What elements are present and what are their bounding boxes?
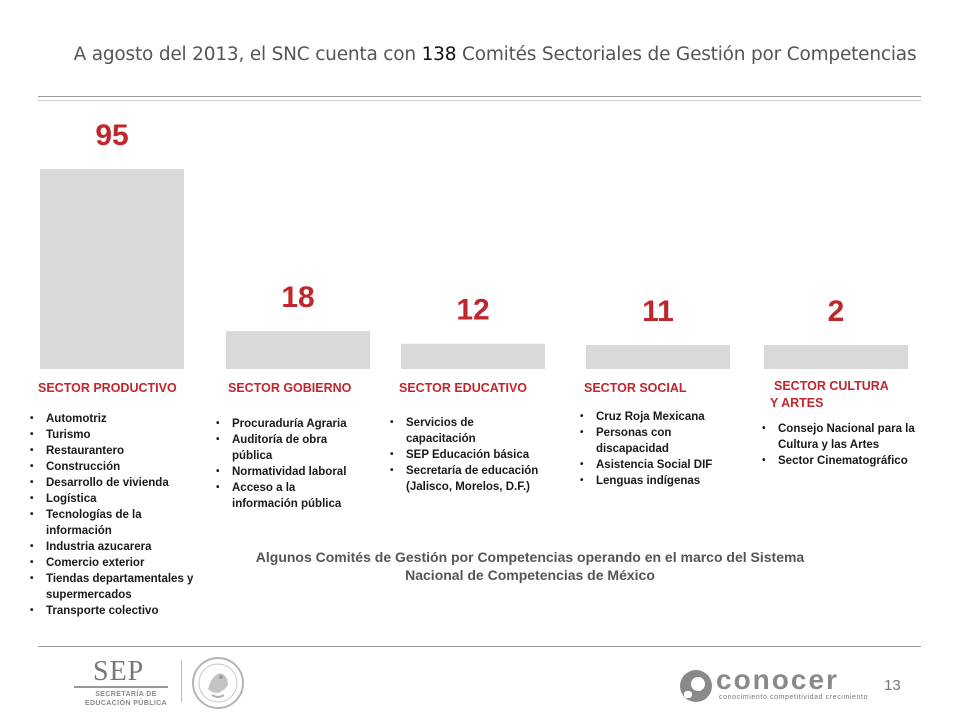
- sector-items-productivo: Automotriz Turismo Restaurantero Constru…: [30, 411, 210, 619]
- list-item: Desarrollo de vivienda: [30, 475, 210, 491]
- slide-title: A agosto del 2013, el SNC cuenta con 138…: [0, 44, 960, 65]
- list-item: SEP Educación básica: [390, 447, 560, 463]
- list-item: Auditoría de obra pública: [216, 432, 360, 464]
- bar-5: [764, 345, 908, 369]
- list-item: Sector Cinematográfico: [762, 453, 932, 469]
- list-item: Tiendas departamentales y supermercados: [30, 571, 211, 603]
- page-number: 13: [884, 677, 901, 694]
- bottom-divider: [38, 646, 921, 647]
- sector-label-social: SECTOR SOCIAL: [584, 380, 687, 397]
- list-item: Turismo: [30, 427, 210, 443]
- list-item: Secretaría de educación (Jalisco, Morelo…: [390, 463, 564, 495]
- mexican-coat-of-arms-seal-icon: [192, 657, 244, 709]
- bar-2: [226, 331, 370, 369]
- top-divider-secondary: [38, 100, 921, 101]
- list-item: Personas con discapacidad: [580, 425, 706, 457]
- logo-divider: [181, 660, 182, 702]
- sector-items-social: Cruz Roja Mexicana Personas con discapac…: [580, 409, 740, 489]
- list-item: Procuraduría Agraria: [216, 416, 366, 432]
- list-item: Construcción: [30, 459, 210, 475]
- list-item: Tecnologías de la información: [30, 507, 171, 539]
- list-item: Comercio exterior: [30, 555, 210, 571]
- bar-1: [40, 169, 184, 369]
- sector-label-line: SECTOR PRODUCTIVO: [38, 381, 177, 395]
- sector-label-line: SECTOR GOBIERNO: [228, 381, 352, 395]
- top-divider: [38, 96, 921, 97]
- list-item: Cruz Roja Mexicana: [580, 409, 740, 425]
- title-total-number: 138: [421, 44, 457, 65]
- sector-label-line: Y ARTES: [770, 396, 824, 410]
- bar-value-label-4: 11: [642, 295, 674, 328]
- list-item: Consejo Nacional para la Cultura y las A…: [762, 421, 928, 453]
- list-item: Transporte colectivo: [30, 603, 210, 619]
- bar-value-label-1: 95: [95, 119, 128, 152]
- title-text-after: Comités Sectoriales de Gestión por Compe…: [456, 44, 917, 65]
- sep-logo-subtitle: SECRETARÍA DE EDUCACIÓN PÚBLICA: [84, 691, 168, 707]
- bar-value-label-3: 12: [456, 294, 489, 327]
- sector-label-gobierno: SECTOR GOBIERNO: [228, 380, 351, 397]
- list-item: Logística: [30, 491, 210, 507]
- conocer-logo-text: conocer: [716, 664, 839, 695]
- list-item: Acceso a la información pública: [216, 480, 362, 512]
- list-item: Normatividad laboral: [216, 464, 366, 480]
- sep-logo-bar: [74, 686, 168, 688]
- bar-value-label-5: 2: [828, 295, 845, 328]
- sector-label-cultura: SECTOR CULTURA Y ARTES: [770, 378, 889, 412]
- sep-logo-text: SEP: [93, 656, 145, 687]
- list-item: Industria azucarera: [30, 539, 210, 555]
- sector-label-line: SECTOR CULTURA: [774, 379, 889, 393]
- bar-value-label-2: 18: [281, 281, 314, 314]
- list-item: Automotriz: [30, 411, 210, 427]
- chart-caption: Algunos Comités de Gestión por Competenc…: [255, 549, 805, 583]
- conocer-logo-tagline: conocimiento competitividad crecimiento: [719, 694, 869, 701]
- sector-label-line: SECTOR SOCIAL: [584, 381, 687, 395]
- bar-4: [586, 345, 730, 369]
- conocer-logo-icon: [680, 670, 712, 702]
- sector-items-educativo: Servicios de capacitación SEP Educación …: [390, 415, 560, 495]
- sector-items-gobierno: Procuraduría Agraria Auditoría de obra p…: [216, 416, 366, 512]
- sector-label-line: SECTOR EDUCATIVO: [399, 381, 528, 395]
- bar-3: [401, 343, 545, 369]
- list-item: Lenguas indígenas: [580, 473, 740, 489]
- list-item: Asistencia Social DIF: [580, 457, 740, 473]
- list-item: Servicios de capacitación: [390, 415, 506, 447]
- sector-label-productivo: SECTOR PRODUCTIVO: [38, 380, 177, 397]
- sector-label-educativo: SECTOR EDUCATIVO: [399, 380, 527, 397]
- title-text-before: A agosto del 2013, el SNC cuenta con: [73, 44, 422, 65]
- list-item: Restaurantero: [30, 443, 210, 459]
- sector-items-cultura: Consejo Nacional para la Cultura y las A…: [762, 421, 932, 469]
